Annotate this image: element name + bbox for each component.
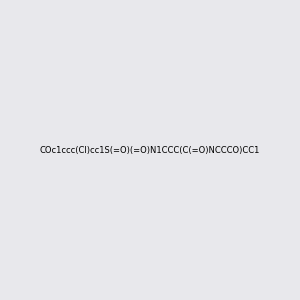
Text: COc1ccc(Cl)cc1S(=O)(=O)N1CCC(C(=O)NCCCO)CC1: COc1ccc(Cl)cc1S(=O)(=O)N1CCC(C(=O)NCCCO)…	[40, 146, 260, 154]
